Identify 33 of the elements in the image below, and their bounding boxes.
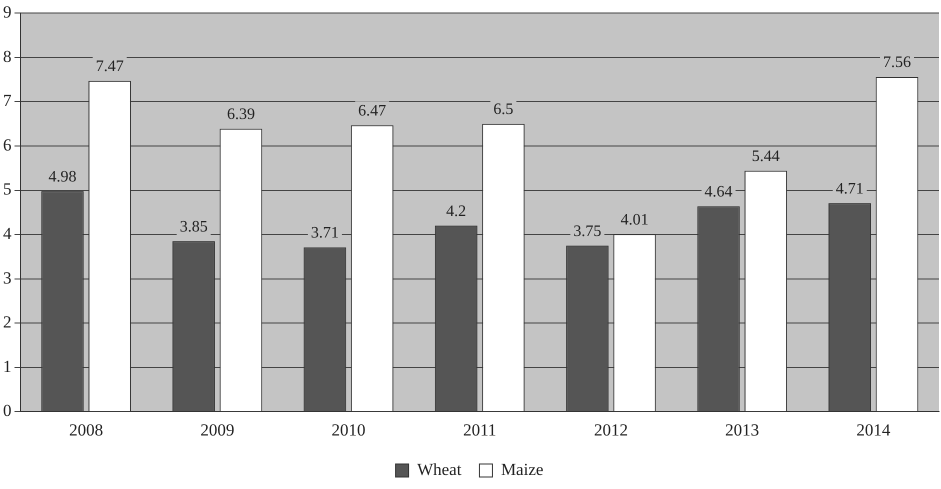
data-label: 6.39	[226, 106, 255, 123]
data-label: 4.71	[836, 180, 864, 198]
legend-label: Wheat	[417, 460, 462, 479]
x-tick-label: 2014	[856, 420, 891, 440]
data-label: 6.47	[358, 102, 386, 120]
data-label: 4.2	[446, 202, 466, 220]
x-tick-label: 2009	[200, 420, 234, 440]
data-label: 7.56	[883, 54, 912, 72]
data-label: 4.98	[48, 168, 76, 186]
y-tick-label: 3	[3, 268, 12, 288]
y-tick-label: 1	[3, 356, 12, 376]
data-label: 4.64	[704, 183, 733, 200]
data-label: 3.75	[573, 222, 602, 240]
x-tick-label: 2012	[594, 420, 628, 440]
data-label: 3.85	[180, 218, 208, 236]
legend-label: Maize	[500, 460, 544, 479]
x-tick-label: 2010	[332, 420, 366, 440]
x-tick-label: 2011	[463, 420, 496, 440]
y-tick-label: 0	[3, 401, 12, 420]
data-label: 7.47	[96, 58, 124, 76]
y-tick-label: 6	[3, 135, 12, 154]
x-tick-label: 2008	[69, 420, 104, 440]
y-tick-label: 5	[3, 180, 12, 199]
x-tick-label: 2013	[725, 420, 760, 440]
y-tick-label: 9	[3, 2, 12, 22]
y-tick-label: 7	[3, 91, 12, 110]
y-tick-label: 2	[3, 312, 12, 332]
y-tick-label: 8	[3, 46, 12, 66]
data-label: 6.5	[493, 101, 514, 118]
data-label: 5.44	[752, 148, 780, 165]
data-label: 4.01	[620, 211, 649, 228]
data-label: 3.71	[310, 224, 339, 242]
y-tick-label: 4	[3, 224, 12, 243]
